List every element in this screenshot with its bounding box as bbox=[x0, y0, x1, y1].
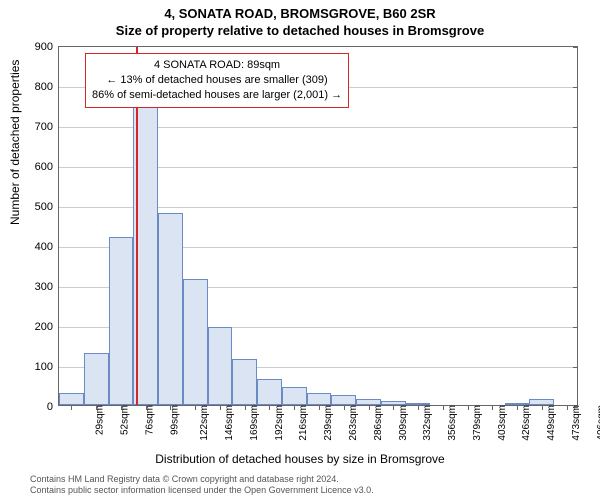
chart-title-main: 4, SONATA ROAD, BROMSGROVE, B60 2SR bbox=[0, 0, 600, 21]
x-tick-label: 52sqm bbox=[118, 405, 131, 435]
y-tick-label: 100 bbox=[35, 361, 59, 373]
y-tick-mark bbox=[573, 167, 578, 168]
x-tick-mark bbox=[468, 405, 469, 410]
x-tick-mark bbox=[542, 405, 543, 410]
x-tick-mark bbox=[170, 405, 171, 410]
x-tick-mark bbox=[71, 405, 72, 410]
x-tick-label: 356sqm bbox=[445, 405, 458, 441]
x-tick-label: 192sqm bbox=[272, 405, 285, 441]
histogram-bar bbox=[282, 387, 307, 405]
x-tick-mark bbox=[195, 405, 196, 410]
annotation-line: ← 13% of detached houses are smaller (30… bbox=[92, 73, 342, 88]
y-tick-mark bbox=[573, 47, 578, 48]
chart-plot-area: 010020030040050060070080090029sqm52sqm76… bbox=[58, 46, 578, 406]
x-tick-label: 239sqm bbox=[321, 405, 334, 441]
x-tick-mark bbox=[121, 405, 122, 410]
y-tick-mark bbox=[573, 207, 578, 208]
x-tick-mark bbox=[517, 405, 518, 410]
histogram-bar bbox=[109, 237, 134, 405]
x-tick-label: 449sqm bbox=[544, 405, 557, 441]
annotation-box: 4 SONATA ROAD: 89sqm ← 13% of detached h… bbox=[85, 53, 349, 108]
y-tick-label: 800 bbox=[35, 81, 59, 93]
histogram-bar bbox=[84, 353, 109, 405]
footer-line: Contains HM Land Registry data © Crown c… bbox=[30, 474, 374, 486]
x-tick-mark bbox=[344, 405, 345, 410]
x-tick-label: 496sqm bbox=[594, 405, 600, 441]
chart-title-sub: Size of property relative to detached ho… bbox=[0, 21, 600, 38]
x-tick-mark bbox=[443, 405, 444, 410]
histogram-bar bbox=[232, 359, 257, 405]
annotation-line: 86% of semi-detached houses are larger (… bbox=[92, 88, 342, 103]
histogram-bar bbox=[208, 327, 233, 405]
x-tick-label: 309sqm bbox=[396, 405, 409, 441]
x-tick-label: 76sqm bbox=[142, 405, 155, 435]
x-tick-label: 263sqm bbox=[346, 405, 359, 441]
y-tick-mark bbox=[573, 247, 578, 248]
y-tick-label: 0 bbox=[47, 401, 59, 413]
y-axis-label: Number of detached properties bbox=[8, 60, 22, 225]
x-tick-label: 379sqm bbox=[470, 405, 483, 441]
x-tick-label: 403sqm bbox=[495, 405, 508, 441]
footer-line: Contains public sector information licen… bbox=[30, 485, 374, 497]
histogram-bar bbox=[331, 395, 356, 405]
y-tick-mark bbox=[573, 87, 578, 88]
histogram-bar bbox=[257, 379, 282, 405]
annotation-line: 4 SONATA ROAD: 89sqm bbox=[92, 58, 342, 73]
y-tick-label: 300 bbox=[35, 281, 59, 293]
y-tick-mark bbox=[573, 287, 578, 288]
x-tick-label: 169sqm bbox=[247, 405, 260, 441]
y-tick-mark bbox=[573, 127, 578, 128]
y-tick-mark bbox=[573, 327, 578, 328]
histogram-bar bbox=[307, 393, 332, 405]
y-tick-label: 200 bbox=[35, 321, 59, 333]
x-tick-label: 29sqm bbox=[93, 405, 106, 435]
x-tick-mark bbox=[319, 405, 320, 410]
x-tick-label: 216sqm bbox=[297, 405, 310, 441]
x-axis-label: Distribution of detached houses by size … bbox=[0, 452, 600, 466]
x-tick-label: 286sqm bbox=[371, 405, 384, 441]
y-tick-label: 400 bbox=[35, 241, 59, 253]
x-tick-label: 122sqm bbox=[198, 405, 211, 441]
histogram-bar bbox=[158, 213, 183, 405]
x-tick-mark bbox=[492, 405, 493, 410]
x-tick-mark bbox=[567, 405, 568, 410]
x-tick-mark bbox=[269, 405, 270, 410]
histogram-bar bbox=[59, 393, 84, 405]
x-tick-label: 332sqm bbox=[420, 405, 433, 441]
y-tick-label: 900 bbox=[35, 41, 59, 53]
histogram-bar bbox=[183, 279, 208, 405]
x-tick-mark bbox=[245, 405, 246, 410]
x-tick-mark bbox=[220, 405, 221, 410]
y-tick-mark bbox=[573, 367, 578, 368]
y-tick-label: 500 bbox=[35, 201, 59, 213]
x-tick-mark bbox=[146, 405, 147, 410]
y-tick-label: 700 bbox=[35, 121, 59, 133]
x-tick-label: 426sqm bbox=[519, 405, 532, 441]
x-tick-mark bbox=[393, 405, 394, 410]
y-tick-label: 600 bbox=[35, 161, 59, 173]
footer-attribution: Contains HM Land Registry data © Crown c… bbox=[30, 474, 374, 497]
x-tick-label: 146sqm bbox=[222, 405, 235, 441]
x-tick-mark bbox=[369, 405, 370, 410]
x-tick-mark bbox=[96, 405, 97, 410]
x-tick-label: 99sqm bbox=[167, 405, 180, 435]
x-tick-mark bbox=[418, 405, 419, 410]
x-tick-mark bbox=[294, 405, 295, 410]
x-tick-label: 473sqm bbox=[569, 405, 582, 441]
